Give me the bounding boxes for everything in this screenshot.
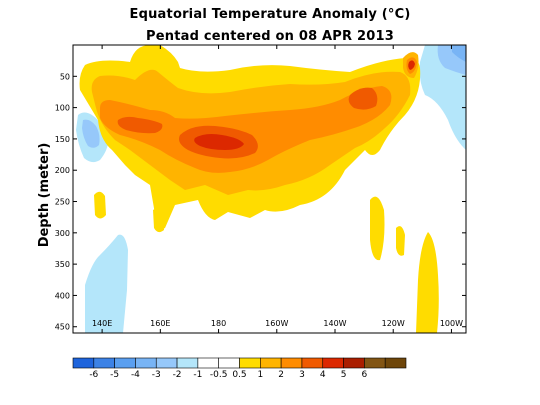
colorbar-swatch <box>114 357 136 369</box>
colorbar-label: 5 <box>341 370 347 380</box>
colorbar-swatch <box>155 357 178 369</box>
colorbar-label: 4 <box>320 370 326 380</box>
colorbar-label: 0.5 <box>232 370 246 380</box>
warm-anomaly-blob-west <box>94 191 106 219</box>
x-tick-label: 180 <box>211 319 226 328</box>
colorbar-label: -1 <box>193 370 202 380</box>
y-axis: 50 100 150 200 250 300 350 400 450 <box>55 72 466 332</box>
cold-anomaly-region-west-deep <box>85 234 128 333</box>
y-axis-label: Depth (meter) <box>37 143 52 248</box>
x-tick-label: 140E <box>92 319 112 328</box>
cold-anomaly-core-east-surface-inner <box>452 45 466 62</box>
colorbar-swatch <box>93 357 115 369</box>
warm-anomaly-2to3 <box>100 86 392 173</box>
y-tick-label: 450 <box>55 323 70 332</box>
plot-area <box>73 45 466 333</box>
x-tick-label: 140W <box>323 319 346 328</box>
colorbar-swatch <box>280 357 303 369</box>
colorbar-swatch <box>343 357 365 369</box>
y-tick-label: 250 <box>55 198 70 207</box>
colorbar-swatch <box>72 357 95 369</box>
chart-subtitle: Pentad centered on 08 APR 2013 <box>146 29 394 44</box>
warm-anomaly-core-4to5 <box>194 134 244 150</box>
colorbar-label: 6 <box>362 370 368 380</box>
x-tick-label: 100W <box>440 319 463 328</box>
y-tick-label: 350 <box>55 260 70 269</box>
x-tick-label: 160W <box>265 319 288 328</box>
y-tick-label: 50 <box>60 72 70 81</box>
x-axis: 140E 160E 180 160W 140W 120W 100W <box>92 45 463 333</box>
colorbar-swatch <box>176 357 199 369</box>
colorbar-label: -6 <box>89 370 98 380</box>
y-tick-label: 400 <box>55 291 70 300</box>
colorbar-swatch <box>218 357 240 369</box>
warm-anomaly-blob-east <box>370 196 385 261</box>
chart-title: Equatorial Temperature Anomaly (°C) <box>129 7 411 22</box>
plot-frame <box>72 44 467 334</box>
warm-anomaly-deep-east <box>416 232 439 333</box>
colorbar-swatch <box>239 357 261 369</box>
colorbar-swatch <box>135 357 157 369</box>
colorbar-legend: -6 -5 -4 -3 -2 -1 -0.5 0.5 1 2 3 4 5 6 <box>72 357 407 380</box>
colorbar-label: -3 <box>152 370 161 380</box>
colorbar-label: -0.5 <box>210 370 228 380</box>
colorbar-label: 1 <box>257 370 263 380</box>
x-tick-label: 160E <box>150 319 170 328</box>
warm-anomaly-blob-east-small <box>396 226 405 256</box>
y-tick-label: 300 <box>55 229 70 238</box>
warm-anomaly-3to4-east <box>348 87 378 110</box>
colorbar-label: -5 <box>110 370 119 380</box>
colorbar-label: 2 <box>278 370 284 380</box>
x-tick-label: 120W <box>382 319 405 328</box>
y-tick-label: 150 <box>55 135 70 144</box>
y-tick-label: 200 <box>55 166 70 175</box>
warm-anomaly-3to4-west <box>117 116 163 134</box>
colorbar-swatch <box>197 357 219 369</box>
colorbar-swatch <box>322 357 344 369</box>
colorbar-swatch <box>384 357 407 369</box>
colorbar-swatch <box>260 357 282 369</box>
colorbar-label: -2 <box>173 370 182 380</box>
y-tick-label: 100 <box>55 104 70 113</box>
colorbar-swatch <box>301 357 324 369</box>
colorbar-label: 3 <box>299 370 305 380</box>
warm-anomaly-blob-central <box>153 208 164 233</box>
colorbar-swatch <box>364 357 386 369</box>
colorbar-label: -4 <box>131 370 140 380</box>
cold-anomaly-core-west-upper <box>82 119 100 148</box>
warm-anomaly-core-surface-east <box>408 60 415 70</box>
